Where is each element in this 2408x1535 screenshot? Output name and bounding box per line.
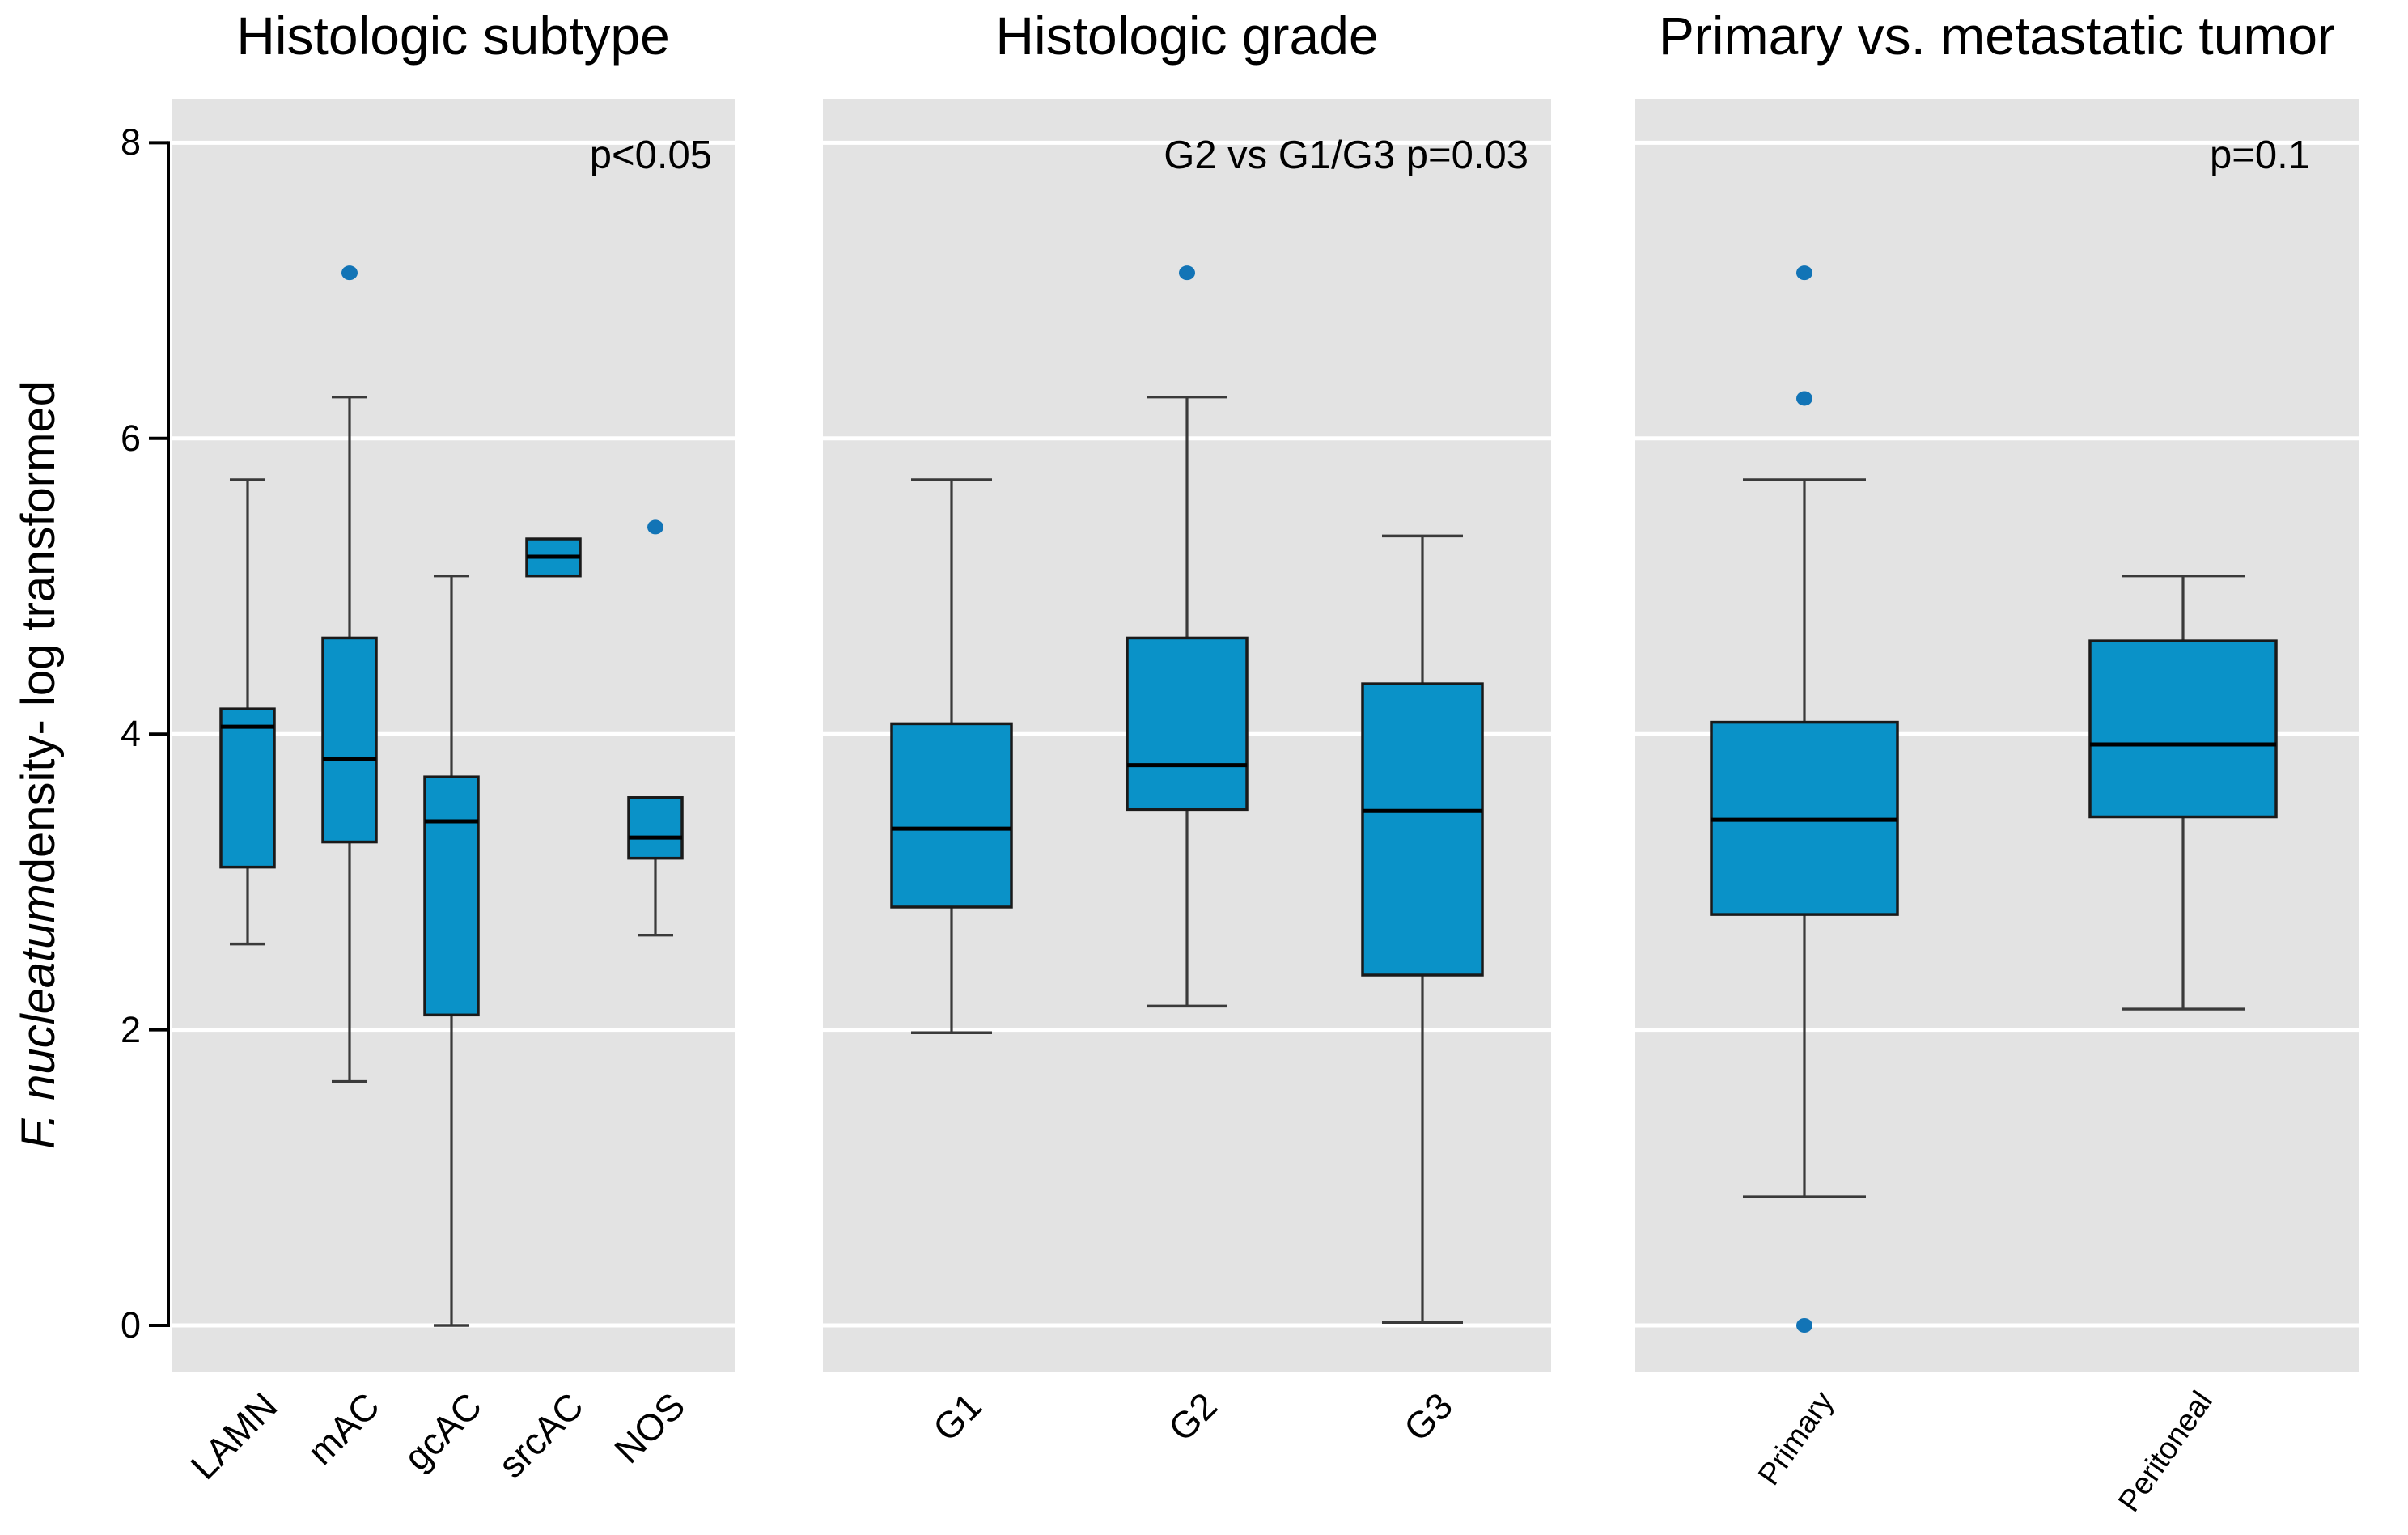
outlier-point — [1796, 391, 1812, 406]
boxplot-LAMN — [219, 478, 276, 946]
iqr-box — [890, 722, 1013, 909]
y-axis-label-species: F. nucleatum — [12, 884, 65, 1149]
panel-annotation-site-pvalue: p=0.1 — [2210, 134, 2310, 177]
panel-annotation-subtype-pvalue: p<0.05 — [589, 134, 712, 177]
iqr-box — [2088, 639, 2278, 819]
iqr-box — [627, 796, 684, 860]
y-axis-label-rest: density- log transformed — [12, 380, 65, 884]
iqr-box — [219, 707, 276, 869]
boxplot-G3 — [1361, 534, 1484, 1325]
outlier-point — [1796, 265, 1812, 281]
iqr-box — [321, 636, 378, 844]
y-tick-label-0: 0 — [120, 1304, 141, 1346]
boxplot-Peritoneal — [2088, 575, 2278, 1011]
y-axis — [149, 141, 170, 1327]
panel-title-primary-vs-metastatic: Primary vs. metastatic tumor — [1658, 6, 2336, 66]
iqr-box — [1361, 682, 1484, 977]
iqr-box — [423, 775, 480, 1017]
y-tick-label-6: 6 — [120, 417, 141, 459]
boxplot-srcAC — [525, 537, 582, 578]
boxplot-Primary — [1710, 265, 1899, 1333]
y-tick-label-8: 8 — [120, 121, 141, 163]
y-tick-label-2: 2 — [120, 1008, 141, 1050]
outlier-point — [341, 265, 358, 281]
boxplot-gcAC — [423, 575, 480, 1327]
boxplot-NOS — [627, 519, 684, 937]
y-axis-label: F. nucleatumdensity- log transformed — [11, 380, 66, 1149]
boxplot-mAC — [321, 265, 378, 1083]
y-tick-label-4: 4 — [120, 713, 141, 755]
outlier-point — [1179, 265, 1195, 281]
boxplot-G1 — [890, 478, 1013, 1034]
panel-annotation-grade-pvalue: G2 vs G1/G3 p=0.03 — [1164, 134, 1528, 177]
panel-title-histologic-subtype: Histologic subtype — [236, 6, 670, 66]
boxplot-G2 — [1126, 265, 1249, 1008]
iqr-box — [1126, 636, 1249, 812]
outlier-point — [1796, 1318, 1812, 1333]
outlier-point — [647, 519, 663, 535]
panel-title-histologic-grade: Histologic grade — [995, 6, 1379, 66]
